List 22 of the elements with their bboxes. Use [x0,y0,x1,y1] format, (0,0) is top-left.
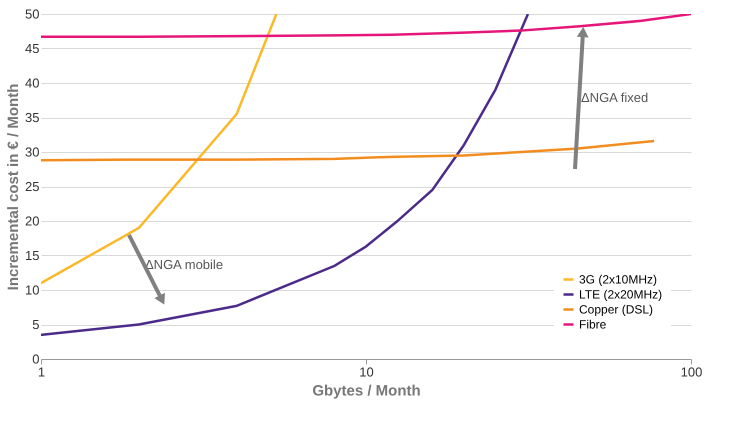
y-tick-label: 15 [25,248,40,263]
legend-label: 3G (2x10MHz) [579,272,658,286]
x-tick-label: 10 [359,364,374,380]
x-tick-label: 100 [680,364,702,380]
y-tick-label: 35 [25,110,40,125]
y-tick-label: 50 [25,6,40,22]
x-axis-title: Gbytes / Month [312,382,421,400]
legend-label: Copper (DSL) [579,302,654,316]
y-tick-label: 20 [25,214,40,228]
y-tick-label: 40 [25,76,40,90]
y-tick-label: 45 [25,41,40,56]
legend-label: LTE (2x20MHz) [579,288,662,302]
x-tick-label: 1 [38,364,46,380]
y-tick-label: 30 [25,144,40,160]
annotation: ΔNGA fixed [581,90,648,105]
y-tick-label: 25 [25,179,40,194]
y-tick-label: 0 [32,352,40,366]
legend-label: Fibre [579,318,607,332]
y-tick-label: 10 [25,282,40,298]
y-axis-title: Incremental cost in € / Month [5,84,22,290]
annotation: ΔNGA mobile [145,257,224,272]
y-tick-label: 5 [32,317,40,332]
